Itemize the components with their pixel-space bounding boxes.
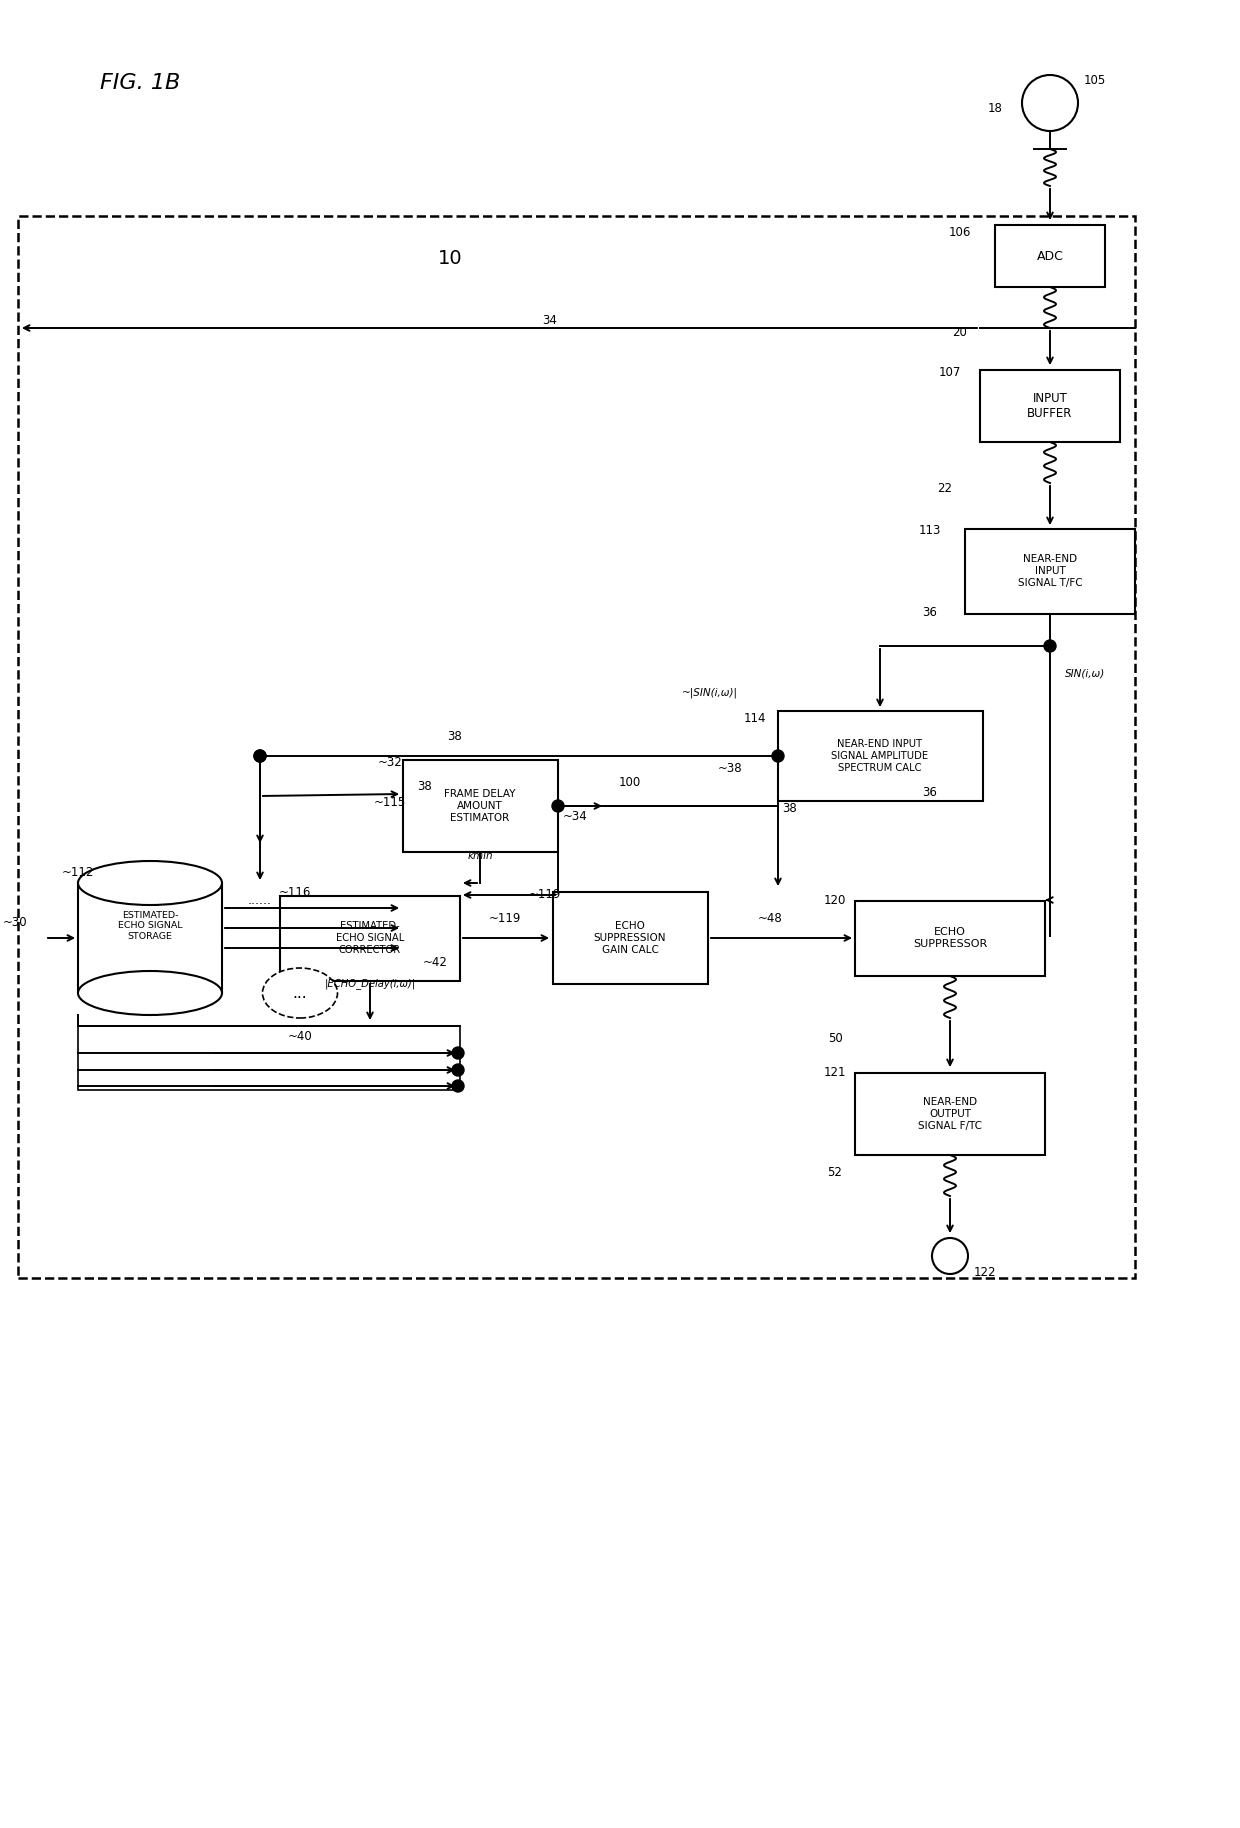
- Text: 120: 120: [823, 894, 846, 907]
- Text: ~42: ~42: [423, 956, 448, 969]
- Text: 18: 18: [987, 102, 1002, 115]
- Circle shape: [453, 1080, 464, 1091]
- Circle shape: [453, 1064, 464, 1077]
- Text: ECHO
SUPPRESSOR: ECHO SUPPRESSOR: [913, 927, 987, 949]
- FancyBboxPatch shape: [78, 1026, 460, 1089]
- Text: INPUT
BUFFER: INPUT BUFFER: [1027, 391, 1073, 420]
- Text: 10: 10: [438, 249, 463, 267]
- Text: ...: ...: [293, 985, 308, 1000]
- Text: 105: 105: [1084, 75, 1106, 88]
- Circle shape: [453, 1047, 464, 1058]
- Text: kmin: kmin: [467, 852, 492, 861]
- Circle shape: [254, 749, 267, 762]
- Text: ~116: ~116: [279, 887, 311, 899]
- Text: 38: 38: [782, 801, 797, 815]
- FancyBboxPatch shape: [777, 711, 982, 801]
- FancyBboxPatch shape: [856, 1073, 1045, 1155]
- Text: ESTIMATED-
ECHO SIGNAL
CORRECTOR: ESTIMATED- ECHO SIGNAL CORRECTOR: [336, 921, 404, 954]
- Text: ~32: ~32: [378, 757, 402, 770]
- Text: ~119: ~119: [489, 912, 521, 925]
- FancyBboxPatch shape: [856, 901, 1045, 976]
- Text: 38: 38: [448, 729, 463, 742]
- FancyBboxPatch shape: [994, 225, 1105, 287]
- Ellipse shape: [78, 971, 222, 1015]
- FancyBboxPatch shape: [403, 760, 558, 852]
- Text: ~30: ~30: [2, 916, 27, 929]
- Text: 20: 20: [952, 327, 967, 340]
- Text: ~|SIN(i,ω)|: ~|SIN(i,ω)|: [682, 687, 738, 698]
- Circle shape: [773, 749, 784, 762]
- Text: ADC: ADC: [1037, 249, 1064, 263]
- Text: 106: 106: [949, 227, 971, 239]
- FancyBboxPatch shape: [980, 369, 1120, 442]
- Text: 36: 36: [923, 786, 937, 799]
- Text: ~34: ~34: [563, 810, 588, 823]
- Text: ~48: ~48: [758, 912, 782, 925]
- Text: FRAME DELAY
AMOUNT
ESTIMATOR: FRAME DELAY AMOUNT ESTIMATOR: [444, 790, 516, 823]
- Text: ~38: ~38: [718, 762, 743, 775]
- Text: 34: 34: [543, 313, 558, 327]
- Text: ~112: ~112: [62, 866, 94, 879]
- Text: 121: 121: [823, 1066, 846, 1080]
- Text: FIG. 1B: FIG. 1B: [100, 73, 180, 93]
- FancyBboxPatch shape: [965, 528, 1135, 614]
- Text: 52: 52: [827, 1166, 842, 1179]
- Text: 100: 100: [619, 777, 641, 790]
- Text: ~115: ~115: [374, 797, 407, 810]
- Text: ECHO
SUPPRESSION
GAIN CALC: ECHO SUPPRESSION GAIN CALC: [594, 921, 666, 954]
- Text: 114: 114: [744, 711, 766, 724]
- Text: 107: 107: [939, 366, 961, 380]
- FancyBboxPatch shape: [78, 883, 222, 993]
- Ellipse shape: [78, 861, 222, 905]
- Text: NEAR-END INPUT
SIGNAL AMPLITUDE
SPECTRUM CALC: NEAR-END INPUT SIGNAL AMPLITUDE SPECTRUM…: [832, 739, 929, 773]
- Text: ......: ......: [248, 894, 272, 907]
- Circle shape: [1044, 640, 1056, 653]
- Text: SIN(i,ω): SIN(i,ω): [1065, 667, 1105, 678]
- Text: NEAR-END
INPUT
SIGNAL T/FC: NEAR-END INPUT SIGNAL T/FC: [1018, 554, 1083, 587]
- Text: NEAR-END
OUTPUT
SIGNAL F/TC: NEAR-END OUTPUT SIGNAL F/TC: [918, 1097, 982, 1130]
- Text: 50: 50: [827, 1031, 842, 1044]
- Text: |ECHO_Delay(i,ω)|: |ECHO_Delay(i,ω)|: [325, 978, 415, 989]
- Circle shape: [254, 749, 267, 762]
- Ellipse shape: [263, 969, 337, 1018]
- FancyBboxPatch shape: [553, 892, 708, 983]
- Circle shape: [552, 801, 564, 812]
- FancyBboxPatch shape: [280, 896, 460, 980]
- Text: 122: 122: [973, 1267, 996, 1280]
- Text: ~119: ~119: [528, 888, 562, 901]
- Text: ~40: ~40: [288, 1029, 312, 1042]
- Text: 22: 22: [937, 481, 952, 495]
- Text: 36: 36: [923, 607, 937, 620]
- Text: 38: 38: [418, 779, 433, 793]
- Text: 113: 113: [919, 525, 941, 537]
- Text: ESTIMATED-
ECHO SIGNAL
STORAGE: ESTIMATED- ECHO SIGNAL STORAGE: [118, 910, 182, 941]
